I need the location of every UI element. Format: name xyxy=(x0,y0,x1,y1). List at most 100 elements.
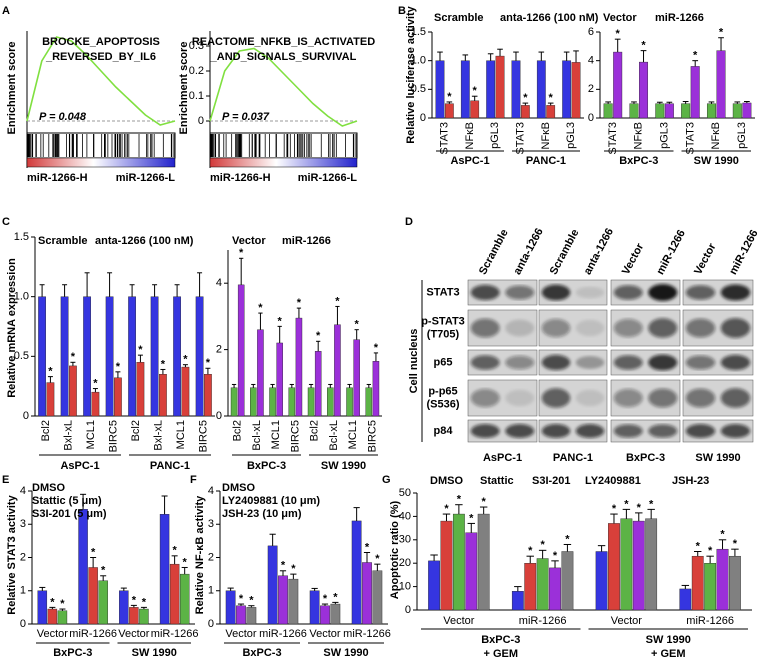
error-bar xyxy=(366,383,371,388)
error-bar xyxy=(694,551,702,557)
bar xyxy=(37,590,48,625)
significance-star: * xyxy=(116,361,121,373)
error-bar xyxy=(430,554,438,561)
y-tick-label: 0.2 xyxy=(189,65,204,77)
y-axis-label: Relative STAT3 activity xyxy=(6,494,18,614)
bar xyxy=(729,555,741,611)
bar xyxy=(330,603,341,625)
error-bar xyxy=(551,560,559,568)
significance-star: * xyxy=(482,496,487,508)
error-bar xyxy=(442,513,451,522)
y-tick-label: 0.5 xyxy=(411,83,426,95)
bar xyxy=(327,387,334,417)
y-tick-label: 10 xyxy=(399,581,411,593)
panel-label: C xyxy=(2,216,10,228)
bar xyxy=(486,60,496,119)
significance-star: * xyxy=(206,357,211,369)
y-axis-label: Apoptotic ratio (%) xyxy=(389,500,401,599)
bar xyxy=(562,60,572,119)
significance-star: * xyxy=(333,591,338,603)
bar xyxy=(38,296,46,417)
bar xyxy=(608,523,620,611)
blot-band xyxy=(685,355,716,370)
error-bar xyxy=(363,552,371,563)
y-axis-label: Enrichment score xyxy=(6,42,18,135)
group-label: SW 1990 xyxy=(695,452,740,464)
error-bar xyxy=(62,284,68,297)
bar xyxy=(225,590,236,625)
bar xyxy=(314,351,322,417)
rank-bar xyxy=(209,157,358,168)
blot-band xyxy=(470,388,500,408)
blot-band xyxy=(685,388,716,408)
y-tick-label: 2 xyxy=(588,83,594,95)
significance-star: * xyxy=(719,27,724,39)
bar xyxy=(195,296,204,417)
blot-band xyxy=(505,424,535,438)
significance-star: * xyxy=(278,315,283,327)
error-bar xyxy=(373,352,379,362)
y-tick-label: 0.1 xyxy=(189,90,204,102)
error-bar xyxy=(743,101,750,103)
significance-star: * xyxy=(549,92,554,104)
error-bar xyxy=(332,601,339,605)
legend-label: JSH-23 (10 μm) xyxy=(222,508,302,520)
blot-band xyxy=(720,318,751,338)
x-tick-label: NFκB xyxy=(464,122,476,150)
bar xyxy=(288,578,299,625)
significance-star: * xyxy=(132,594,137,606)
error-bar xyxy=(610,513,618,524)
group-label: BxPC-3 xyxy=(247,460,286,472)
chart-title: BROCKE_APOPTOSIS xyxy=(42,36,160,48)
bar xyxy=(372,361,380,417)
blot-band xyxy=(470,318,500,338)
error-bar xyxy=(538,51,545,61)
blot-band xyxy=(575,356,605,369)
significance-star: * xyxy=(50,596,55,608)
bar xyxy=(237,284,245,417)
blot-band xyxy=(575,424,605,438)
significance-star: * xyxy=(142,596,147,608)
significance-star: * xyxy=(637,502,642,514)
y-tick-label: 3 xyxy=(208,518,214,530)
significance-star: * xyxy=(693,50,698,62)
x-tick-label: BIRC5 xyxy=(108,420,120,452)
bar xyxy=(465,532,478,611)
blot-band xyxy=(470,284,500,301)
significance-star: * xyxy=(374,342,379,354)
y-tick-label: 0 xyxy=(420,112,426,124)
error-bar xyxy=(347,383,352,388)
bar xyxy=(691,555,704,611)
group-label: PANC-1 xyxy=(553,452,593,464)
phenotype-label: miR-1266-H xyxy=(27,172,88,184)
y-tick-label: 4 xyxy=(208,485,214,497)
error-bar xyxy=(635,512,643,522)
row-label: (T705) xyxy=(427,328,460,340)
x-tick-label: STAT3 xyxy=(607,122,619,155)
bar xyxy=(620,518,633,611)
bar xyxy=(119,590,129,625)
bar xyxy=(536,60,546,119)
blot-band xyxy=(505,285,535,300)
x-tick-label: pGL3 xyxy=(565,122,577,149)
error-bar xyxy=(497,48,503,57)
error-bar xyxy=(92,388,98,393)
error-bar xyxy=(731,548,739,557)
bar xyxy=(269,387,276,417)
bar xyxy=(613,51,623,119)
error-bar xyxy=(227,587,234,591)
legend-label: DMSO xyxy=(32,482,65,494)
error-bar xyxy=(49,606,56,610)
bar xyxy=(320,605,330,625)
bar xyxy=(629,103,639,119)
error-bar xyxy=(70,361,76,366)
bar xyxy=(288,387,296,417)
error-bar xyxy=(140,606,147,610)
y-tick-label: 1.0 xyxy=(411,55,426,67)
blot-band xyxy=(541,388,571,408)
error-bar xyxy=(107,272,113,297)
blot-band xyxy=(575,319,605,337)
bar xyxy=(91,391,100,417)
significance-star: * xyxy=(473,85,478,97)
